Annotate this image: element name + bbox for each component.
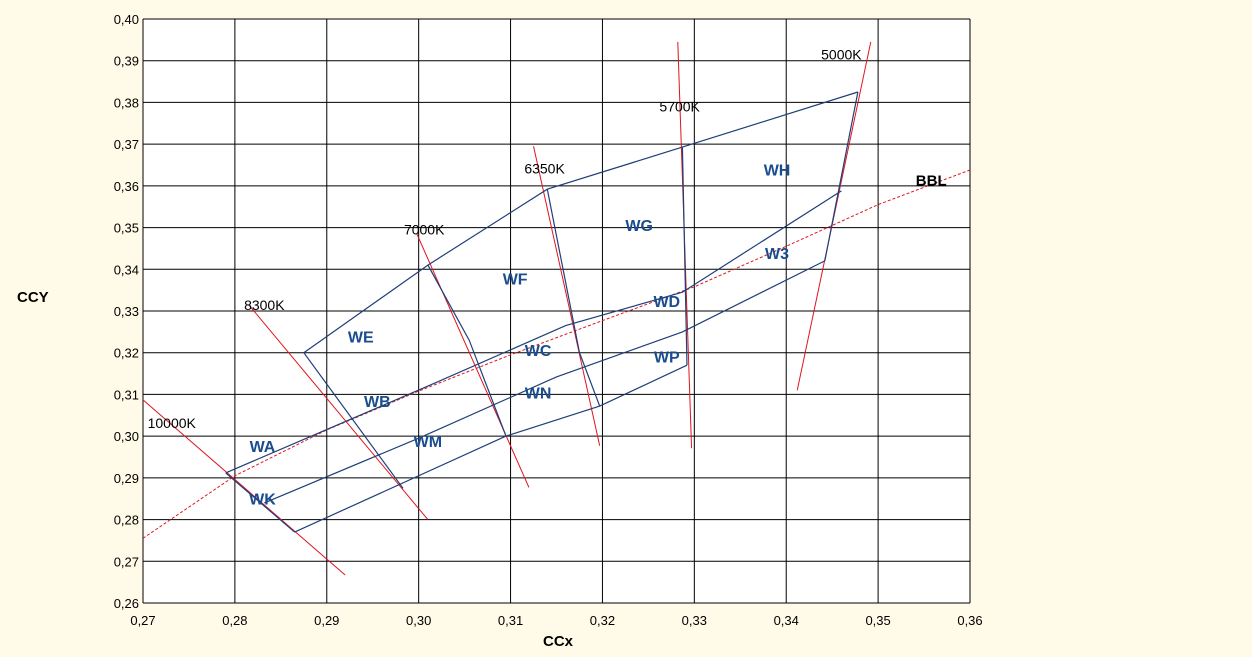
bin-boundary-line: [294, 364, 688, 533]
y-tick-label: 0,34: [114, 262, 139, 277]
bin-label: WA: [250, 439, 276, 456]
cct-label: 10000K: [148, 415, 197, 431]
bin-boundary-line: [264, 260, 826, 504]
x-tick-label: 0,30: [406, 613, 431, 628]
y-tick-label: 0,29: [114, 471, 139, 486]
x-tick-label: 0,31: [498, 613, 523, 628]
cct-label: 5700K: [659, 99, 700, 115]
y-tick-label: 0,35: [114, 221, 139, 236]
bin-boundary-line: [427, 264, 507, 437]
x-tick-label: 0,32: [590, 613, 615, 628]
bin-boundary-line: [681, 147, 688, 366]
bin-label: WN: [525, 386, 552, 403]
y-tick-label: 0,38: [114, 95, 139, 110]
isotherm-line: [248, 304, 429, 520]
bin-label: WC: [525, 343, 552, 360]
y-tick-label: 0,36: [114, 179, 139, 194]
bbl-curve: [142, 169, 971, 539]
bin-label: WE: [348, 329, 374, 346]
cct-label: 6350K: [524, 160, 565, 176]
isotherm-line: [533, 146, 601, 446]
bin-boundary-line: [303, 352, 404, 489]
y-tick-label: 0,30: [114, 429, 139, 444]
label-layer: 10000K 8300K 7000K 6350K 5700K 5000K WA WK WE WB W…: [148, 46, 947, 508]
bin-label: WD: [653, 294, 680, 311]
bin-label: W3: [765, 246, 789, 263]
y-tick-label: 0,32: [114, 346, 139, 361]
bin-label: WK: [249, 492, 276, 509]
bin-label: WM: [414, 434, 442, 451]
isotherm-line: [416, 233, 530, 488]
y-tick-label: 0,31: [114, 387, 139, 402]
y-tick-label: 0,33: [114, 304, 139, 319]
x-tick-label: 0,35: [865, 613, 890, 628]
bin-boundary-line: [546, 189, 601, 407]
cct-label: 5000K: [821, 46, 862, 62]
bin-label: WF: [503, 272, 528, 289]
axis-layer: CCx CCY 0,27 0,28 0,29 0,30 0,31 0,32 0,33 0,34…: [17, 12, 983, 650]
y-tick-label: 0,28: [114, 513, 139, 528]
y-axis-title: CCY: [17, 289, 49, 306]
bin-boundary-line: [824, 91, 859, 262]
x-tick-label: 0,29: [314, 613, 339, 628]
cct-label: 8300K: [244, 297, 285, 313]
y-tick-label: 0,27: [114, 554, 139, 569]
bin-boundary-line: [225, 190, 842, 474]
bbl-label: BBL: [916, 172, 947, 189]
y-tick-label: 0,26: [114, 596, 139, 611]
bin-label: WH: [764, 162, 791, 179]
x-tick-label: 0,27: [130, 613, 155, 628]
bin-boundary-line: [303, 91, 859, 354]
bin-layer: [225, 91, 859, 533]
x-tick-label: 0,36: [957, 613, 982, 628]
x-tick-label: 0,28: [222, 613, 247, 628]
x-tick-label: 0,33: [682, 613, 707, 628]
bbl-layer: [142, 169, 971, 539]
bin-boundary-line: [225, 472, 295, 533]
y-tick-label: 0,37: [114, 137, 139, 152]
bin-label: WP: [654, 349, 680, 366]
x-axis-title: CCx: [543, 633, 574, 650]
y-tick-label: 0,40: [114, 12, 139, 27]
x-tick-label: 0,34: [774, 613, 799, 628]
bin-label: WG: [625, 218, 653, 235]
bin-label: WB: [364, 394, 391, 411]
grid: [142, 18, 971, 604]
isotherm-line: [142, 399, 346, 576]
cct-label: 7000K: [404, 222, 445, 238]
y-tick-label: 0,39: [114, 54, 139, 69]
